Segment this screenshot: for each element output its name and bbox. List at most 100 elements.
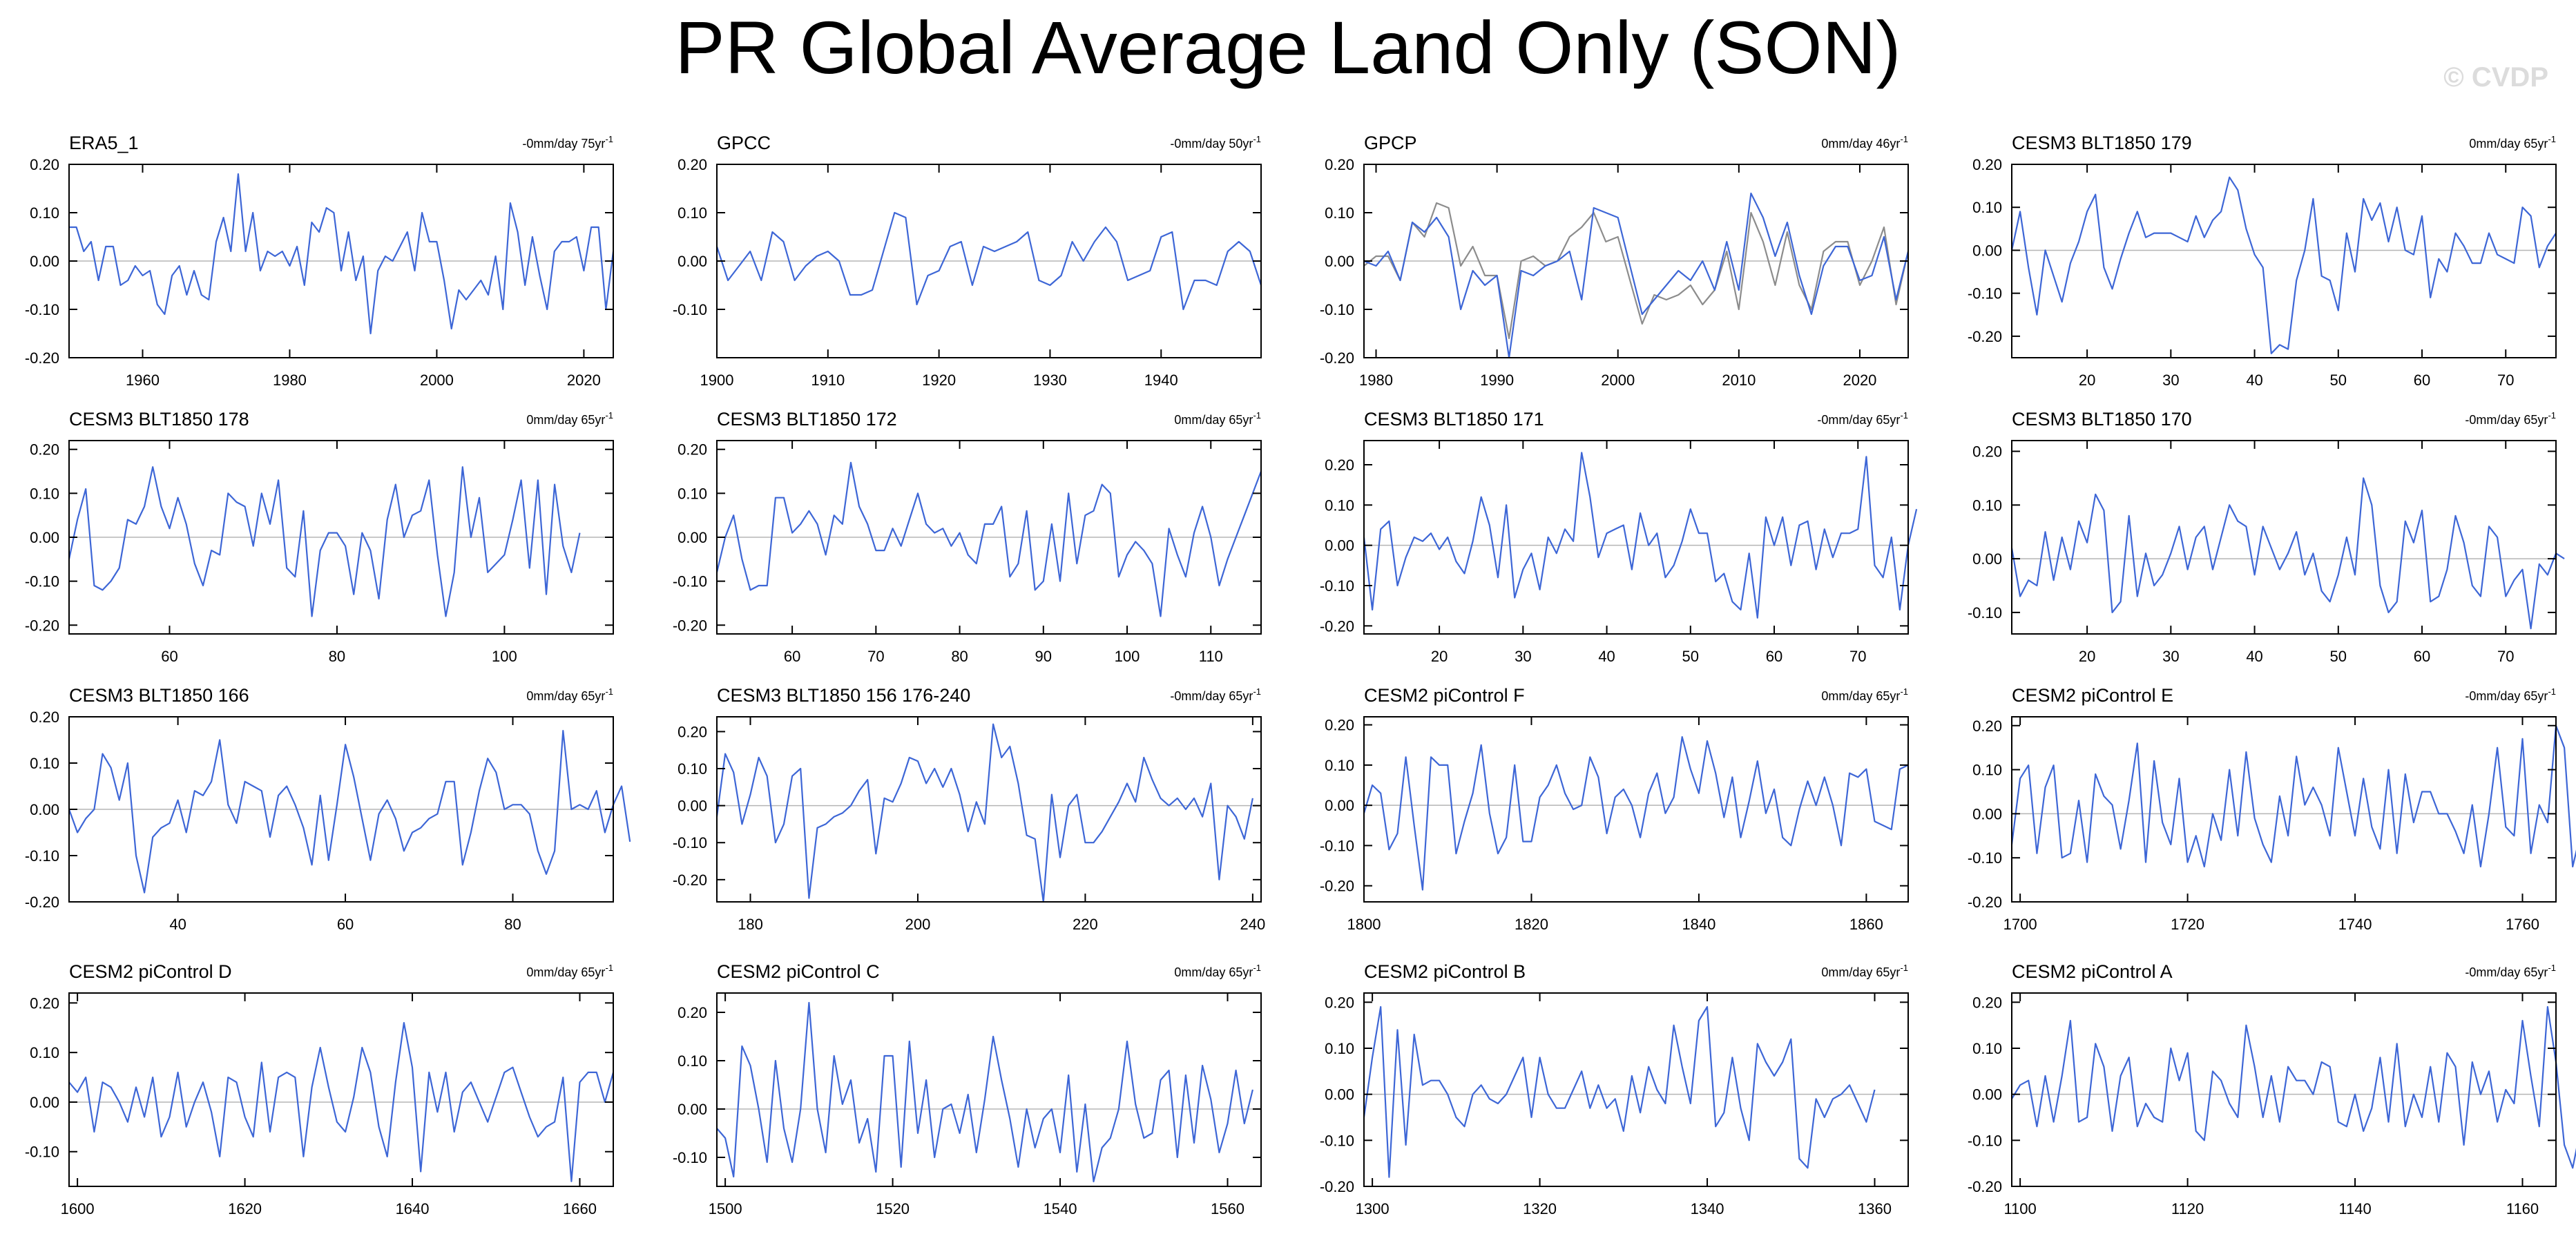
trend-label: 0mm/day 65yr-1	[526, 410, 613, 427]
series-line	[2011, 1005, 2576, 1169]
x-tick-label: 20	[2079, 372, 2095, 389]
trend-label: 0mm/day 65yr-1	[526, 686, 613, 703]
plot-frame	[2011, 716, 2557, 903]
trend-label: 0mm/day 65yr-1	[526, 963, 613, 979]
panel-title: CESM3 BLT1850 171	[1364, 409, 1544, 430]
x-tick-label: 1140	[2338, 1200, 2371, 1217]
series-line	[715, 211, 1262, 311]
series-line	[68, 729, 631, 894]
x-tick-label: 50	[2330, 648, 2347, 665]
y-tick-label: 0.10	[30, 755, 59, 772]
y-tick-label: -0.20	[25, 894, 59, 911]
x-tick-label: 1720	[2171, 916, 2204, 933]
y-tick-label: 0.10	[1972, 1040, 2002, 1057]
y-tick-label: 0.00	[1972, 1086, 2002, 1104]
x-tick-label: 1760	[2506, 916, 2539, 933]
series-line	[1363, 452, 1918, 619]
x-tick-label: 60	[784, 648, 800, 665]
y-tick-label: -0.10	[1320, 301, 1354, 318]
y-tick-label: 0.10	[30, 204, 59, 222]
series-line	[2010, 477, 2565, 630]
x-tick-label: 2020	[1843, 372, 1876, 389]
panel-13: CESM2 piControl D 0mm/day 65yr-1 -0.10 0.00…	[25, 961, 615, 1217]
panel-16: CESM2 piControl A -0mm/day 65yr-1 -0.20 -0.…	[1968, 961, 2576, 1217]
x-tick-label: 1840	[1682, 916, 1715, 933]
x-tick-label: 40	[2246, 372, 2262, 389]
panel-11: CESM2 piControl F 0mm/day 65yr-1 -0.20 -0.1…	[1320, 685, 1909, 933]
y-tick-label: -0.10	[1968, 604, 2002, 622]
trend-label: 0mm/day 65yr-1	[2469, 134, 2556, 151]
y-tick-label: -0.10	[25, 1144, 59, 1161]
x-tick-label: 1100	[2003, 1200, 2036, 1217]
panel-2: GPCC -0mm/day 50yr-1 -0.10 0.00 0.10 0.20 1900…	[673, 133, 1262, 389]
y-tick-label: 0.00	[1325, 253, 1354, 270]
y-tick-label: 0.20	[1972, 994, 2002, 1011]
series-line	[1363, 735, 1909, 891]
panel-title: CESM3 BLT1850 179	[2012, 133, 2192, 153]
panel-8: CESM3 BLT1850 170 -0mm/day 65yr-1 -0.10 0.0…	[1968, 409, 2565, 665]
x-tick-label: 40	[2246, 648, 2262, 665]
y-tick-label: 0.10	[677, 1052, 707, 1070]
y-tick-label: 0.00	[1972, 242, 2002, 259]
series-line	[68, 466, 581, 617]
trend-label: -0mm/day 50yr-1	[1170, 134, 1261, 151]
x-tick-label: 240	[1240, 916, 1266, 933]
trend-label: 0mm/day 46yr-1	[1821, 134, 1908, 151]
series-line	[716, 1001, 1253, 1183]
x-tick-label: 2000	[1601, 372, 1635, 389]
y-tick-label: 0.10	[1325, 204, 1354, 222]
panel-3: GPCP 0mm/day 46yr-1 -0.20 -0.10 0.00 0.10 0.20…	[1320, 133, 1910, 389]
y-tick-label: -0.20	[673, 617, 707, 634]
x-tick-label: 1990	[1480, 372, 1514, 389]
y-tick-label: 0.20	[677, 723, 707, 740]
y-tick-label: 0.10	[1325, 497, 1354, 514]
x-tick-label: 1340	[1691, 1200, 1724, 1217]
y-tick-label: 0.10	[677, 760, 707, 778]
y-tick-label: -0.20	[1968, 1178, 2002, 1195]
y-tick-label: -0.10	[1968, 1132, 2002, 1149]
y-tick-label: 0.00	[30, 801, 59, 818]
y-tick-label: 0.00	[30, 253, 59, 270]
x-tick-label: 30	[2162, 648, 2179, 665]
y-tick-label: -0.10	[1320, 577, 1354, 595]
y-tick-label: 0.10	[1972, 497, 2002, 514]
y-tick-label: 0.20	[30, 709, 59, 726]
x-tick-label: 20	[2079, 648, 2095, 665]
y-tick-label: 0.00	[30, 1094, 59, 1111]
plot-frame	[1363, 992, 1909, 1187]
plot-frame	[716, 716, 1262, 903]
y-tick-label: 0.20	[1325, 994, 1354, 1011]
y-tick-label: -0.20	[1320, 617, 1354, 635]
y-tick-label: -0.20	[1320, 878, 1354, 895]
x-tick-label: 1120	[2171, 1200, 2204, 1217]
trend-label: 0mm/day 65yr-1	[1174, 410, 1261, 427]
y-tick-label: -0.10	[673, 834, 707, 851]
x-tick-label: 50	[1682, 648, 1699, 665]
y-tick-label: 0.10	[1972, 199, 2002, 216]
y-tick-label: 0.20	[1972, 156, 2002, 173]
trend-label: -0mm/day 65yr-1	[1170, 686, 1261, 703]
panel-15: CESM2 piControl B 0mm/day 65yr-1 -0.20 -0.1…	[1320, 961, 1909, 1217]
panel-title: CESM2 piControl E	[2012, 685, 2173, 706]
y-tick-label: -0.10	[673, 1149, 707, 1166]
x-tick-label: 1740	[2338, 916, 2372, 933]
panel-title: CESM3 BLT1850 178	[69, 409, 249, 430]
trend-label: -0mm/day 75yr-1	[522, 134, 613, 151]
y-tick-label: 0.10	[1325, 757, 1354, 774]
y-tick-label: -0.10	[1968, 285, 2002, 302]
x-tick-label: 1320	[1523, 1200, 1557, 1217]
y-tick-label: -0.10	[673, 301, 707, 318]
y-tick-label: 0.20	[30, 994, 59, 1012]
trend-label: -0mm/day 65yr-1	[1817, 410, 1908, 427]
panel-9: CESM3 BLT1850 166 0mm/day 65yr-1 -0.20 -0.1…	[25, 685, 631, 933]
trend-label: 0mm/day 65yr-1	[1821, 963, 1908, 979]
y-tick-label: -0.10	[1320, 1132, 1354, 1149]
plot-frame	[716, 992, 1262, 1187]
y-tick-label: -0.10	[25, 573, 59, 590]
y-tick-label: -0.20	[673, 871, 707, 889]
series-line	[1363, 192, 1910, 359]
x-tick-label: 80	[329, 648, 345, 665]
y-tick-label: 0.20	[1325, 156, 1354, 173]
trend-label: -0mm/day 65yr-1	[2465, 963, 2556, 979]
